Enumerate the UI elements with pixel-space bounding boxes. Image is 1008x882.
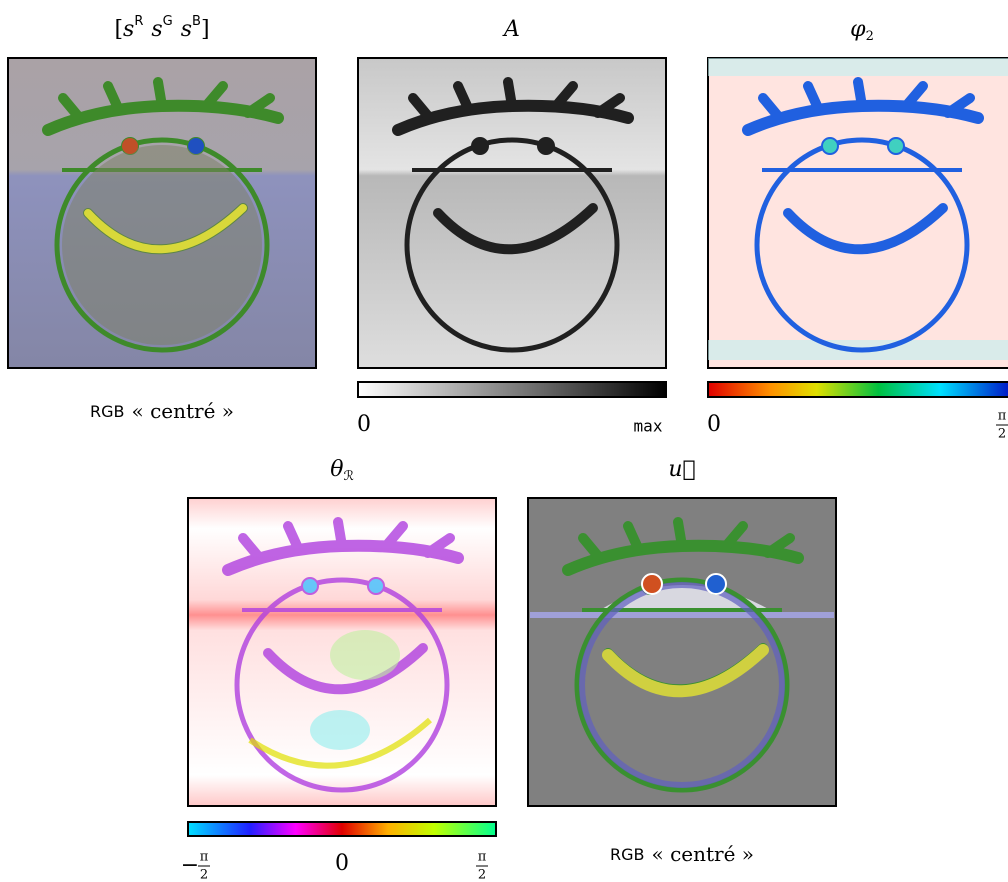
- colorbar-min: 0: [357, 412, 371, 437]
- colorbar-min: 0: [707, 412, 721, 437]
- colorbar-max: max: [634, 417, 663, 436]
- text: RGB: [90, 402, 125, 421]
- text: ℛ: [343, 469, 353, 484]
- text: « centré »: [131, 399, 234, 423]
- panel-title: [sR sG sB]: [114, 14, 209, 43]
- text: « centré »: [651, 842, 754, 866]
- colorbar: [707, 381, 1008, 398]
- text: ]: [201, 17, 210, 42]
- text: s: [123, 17, 134, 42]
- caption: RGB « centré »: [90, 399, 234, 425]
- panel-title: θℛ: [330, 457, 354, 484]
- colorbar-min-sign: −: [181, 853, 199, 878]
- panel-phi: φ2 0 π 2: [707, 17, 1008, 442]
- text: 2: [866, 29, 874, 44]
- colorbar-max-den: 2: [478, 868, 486, 882]
- text: φ: [850, 17, 866, 42]
- colorbar-max-num: π: [998, 409, 1007, 424]
- panel-title: A: [502, 17, 520, 42]
- text: s: [151, 17, 162, 42]
- colorbar-min-num: π: [200, 850, 209, 865]
- text: RGB: [610, 845, 645, 864]
- panel-amplitude: A 0 max: [357, 17, 667, 437]
- text: G: [163, 14, 173, 29]
- text: R: [134, 14, 143, 29]
- text: [: [114, 17, 123, 42]
- colorbar-min-den: 2: [200, 868, 208, 882]
- colorbar-mid: 0: [335, 851, 349, 876]
- caption: RGB « centré »: [610, 842, 754, 868]
- colorbar-max-num: π: [478, 850, 487, 865]
- colorbar: [187, 821, 497, 837]
- panel-rgb: [sR sG sB] RGB « centré »: [7, 14, 317, 425]
- text: B: [192, 14, 201, 29]
- text: θ: [330, 457, 343, 482]
- colorbar: [357, 381, 667, 398]
- panel-title: φ2: [850, 17, 874, 44]
- panel-theta: θℛ π − 2 0 π 2: [181, 457, 497, 882]
- panel-title: u⃗: [668, 457, 695, 482]
- text: s: [181, 17, 192, 42]
- panel-u: u⃗ RGB « centré »: [527, 457, 837, 868]
- colorbar-max-den: 2: [998, 427, 1006, 442]
